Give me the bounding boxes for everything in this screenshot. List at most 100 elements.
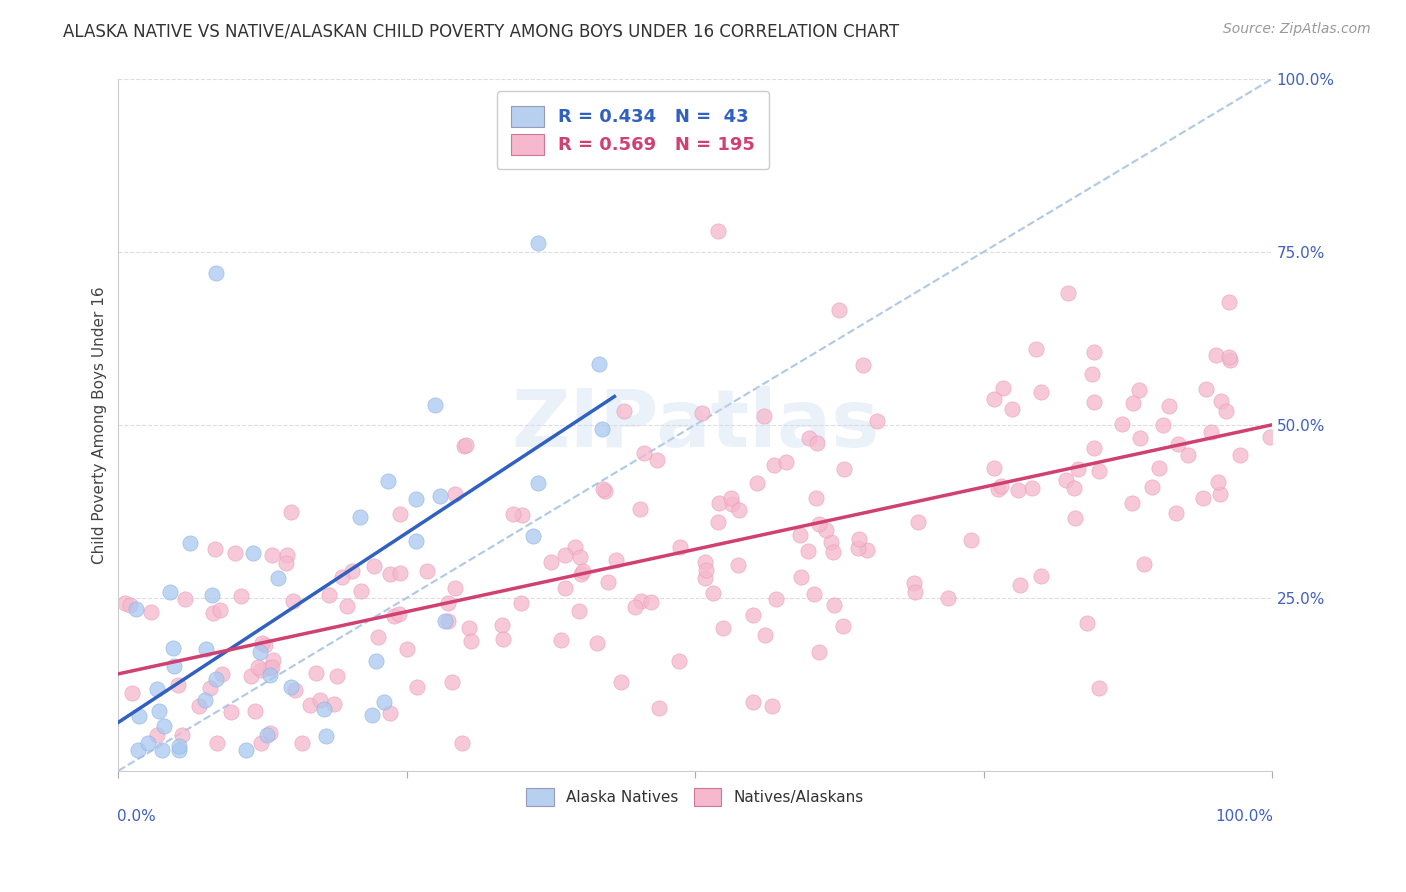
Point [202, 607, 225, 621]
Point [1132, 557, 1154, 571]
Point [336, 599, 359, 614]
Point [299, 698, 322, 712]
Point [1177, 448, 1199, 462]
Point [856, 543, 879, 558]
Point [395, 641, 418, 656]
Point [741, 694, 763, 708]
Point [1128, 383, 1150, 397]
Text: Source: ZipAtlas.com: Source: ZipAtlas.com [1223, 22, 1371, 37]
Point [276, 548, 298, 562]
Point [243, 704, 266, 718]
Point [588, 358, 610, 372]
Point [127, 743, 149, 757]
Point [1140, 480, 1163, 494]
Point [139, 605, 162, 619]
Point [568, 549, 591, 564]
Point [1067, 461, 1090, 475]
Point [522, 528, 544, 542]
Point [983, 392, 1005, 406]
Point [373, 695, 395, 709]
Point [1063, 481, 1085, 495]
Point [633, 446, 655, 460]
Point [121, 686, 143, 700]
Point [707, 516, 730, 530]
Y-axis label: Child Poverty Among Boys Under 16: Child Poverty Among Boys Under 16 [93, 286, 107, 564]
Point [326, 669, 349, 683]
Point [170, 728, 193, 742]
Point [305, 666, 328, 681]
Point [1215, 403, 1237, 417]
Point [314, 702, 336, 716]
Point [249, 645, 271, 659]
Point [364, 654, 387, 668]
Point [727, 558, 749, 572]
Point [451, 736, 474, 750]
Point [378, 706, 401, 721]
Point [526, 235, 548, 250]
Point [693, 570, 716, 584]
Point [194, 692, 217, 706]
Point [509, 596, 531, 610]
Point [983, 460, 1005, 475]
Point [162, 641, 184, 656]
Point [754, 409, 776, 423]
Point [1219, 352, 1241, 367]
Point [707, 496, 730, 510]
Point [1121, 496, 1143, 510]
Point [136, 736, 159, 750]
Point [936, 591, 959, 605]
Point [720, 491, 742, 506]
Point [623, 599, 645, 614]
Point [253, 638, 276, 652]
Point [610, 675, 633, 690]
Point [367, 630, 389, 644]
Point [315, 729, 337, 743]
Point [831, 619, 853, 633]
Point [907, 515, 929, 529]
Point [224, 546, 246, 560]
Point [349, 583, 371, 598]
Point [456, 438, 478, 452]
Point [146, 728, 169, 742]
Point [256, 728, 278, 742]
Point [148, 704, 170, 718]
Point [361, 708, 384, 723]
Point [803, 587, 825, 601]
Point [1083, 442, 1105, 456]
Point [1064, 511, 1087, 525]
Point [274, 556, 297, 570]
Point [453, 439, 475, 453]
Point [808, 644, 831, 658]
Point [204, 672, 226, 686]
Point [405, 534, 427, 549]
Point [586, 636, 609, 650]
Point [128, 709, 150, 723]
Point [159, 585, 181, 599]
Point [1164, 507, 1187, 521]
Point [605, 553, 627, 567]
Point [382, 608, 405, 623]
Point [284, 682, 307, 697]
Point [195, 642, 218, 657]
Point [745, 475, 768, 490]
Point [280, 680, 302, 694]
Point [235, 743, 257, 757]
Point [648, 701, 671, 715]
Point [1088, 464, 1111, 478]
Point [1209, 393, 1232, 408]
Point [728, 503, 751, 517]
Point [229, 589, 252, 603]
Point [443, 487, 465, 501]
Point [591, 422, 613, 436]
Point [711, 621, 734, 635]
Point [554, 581, 576, 595]
Point [167, 739, 190, 754]
Point [1129, 431, 1152, 445]
Point [765, 592, 787, 607]
Point [250, 663, 273, 677]
Point [763, 458, 786, 472]
Text: 0.0%: 0.0% [117, 809, 156, 823]
Point [823, 598, 845, 612]
Point [540, 555, 562, 569]
Point [1025, 342, 1047, 356]
